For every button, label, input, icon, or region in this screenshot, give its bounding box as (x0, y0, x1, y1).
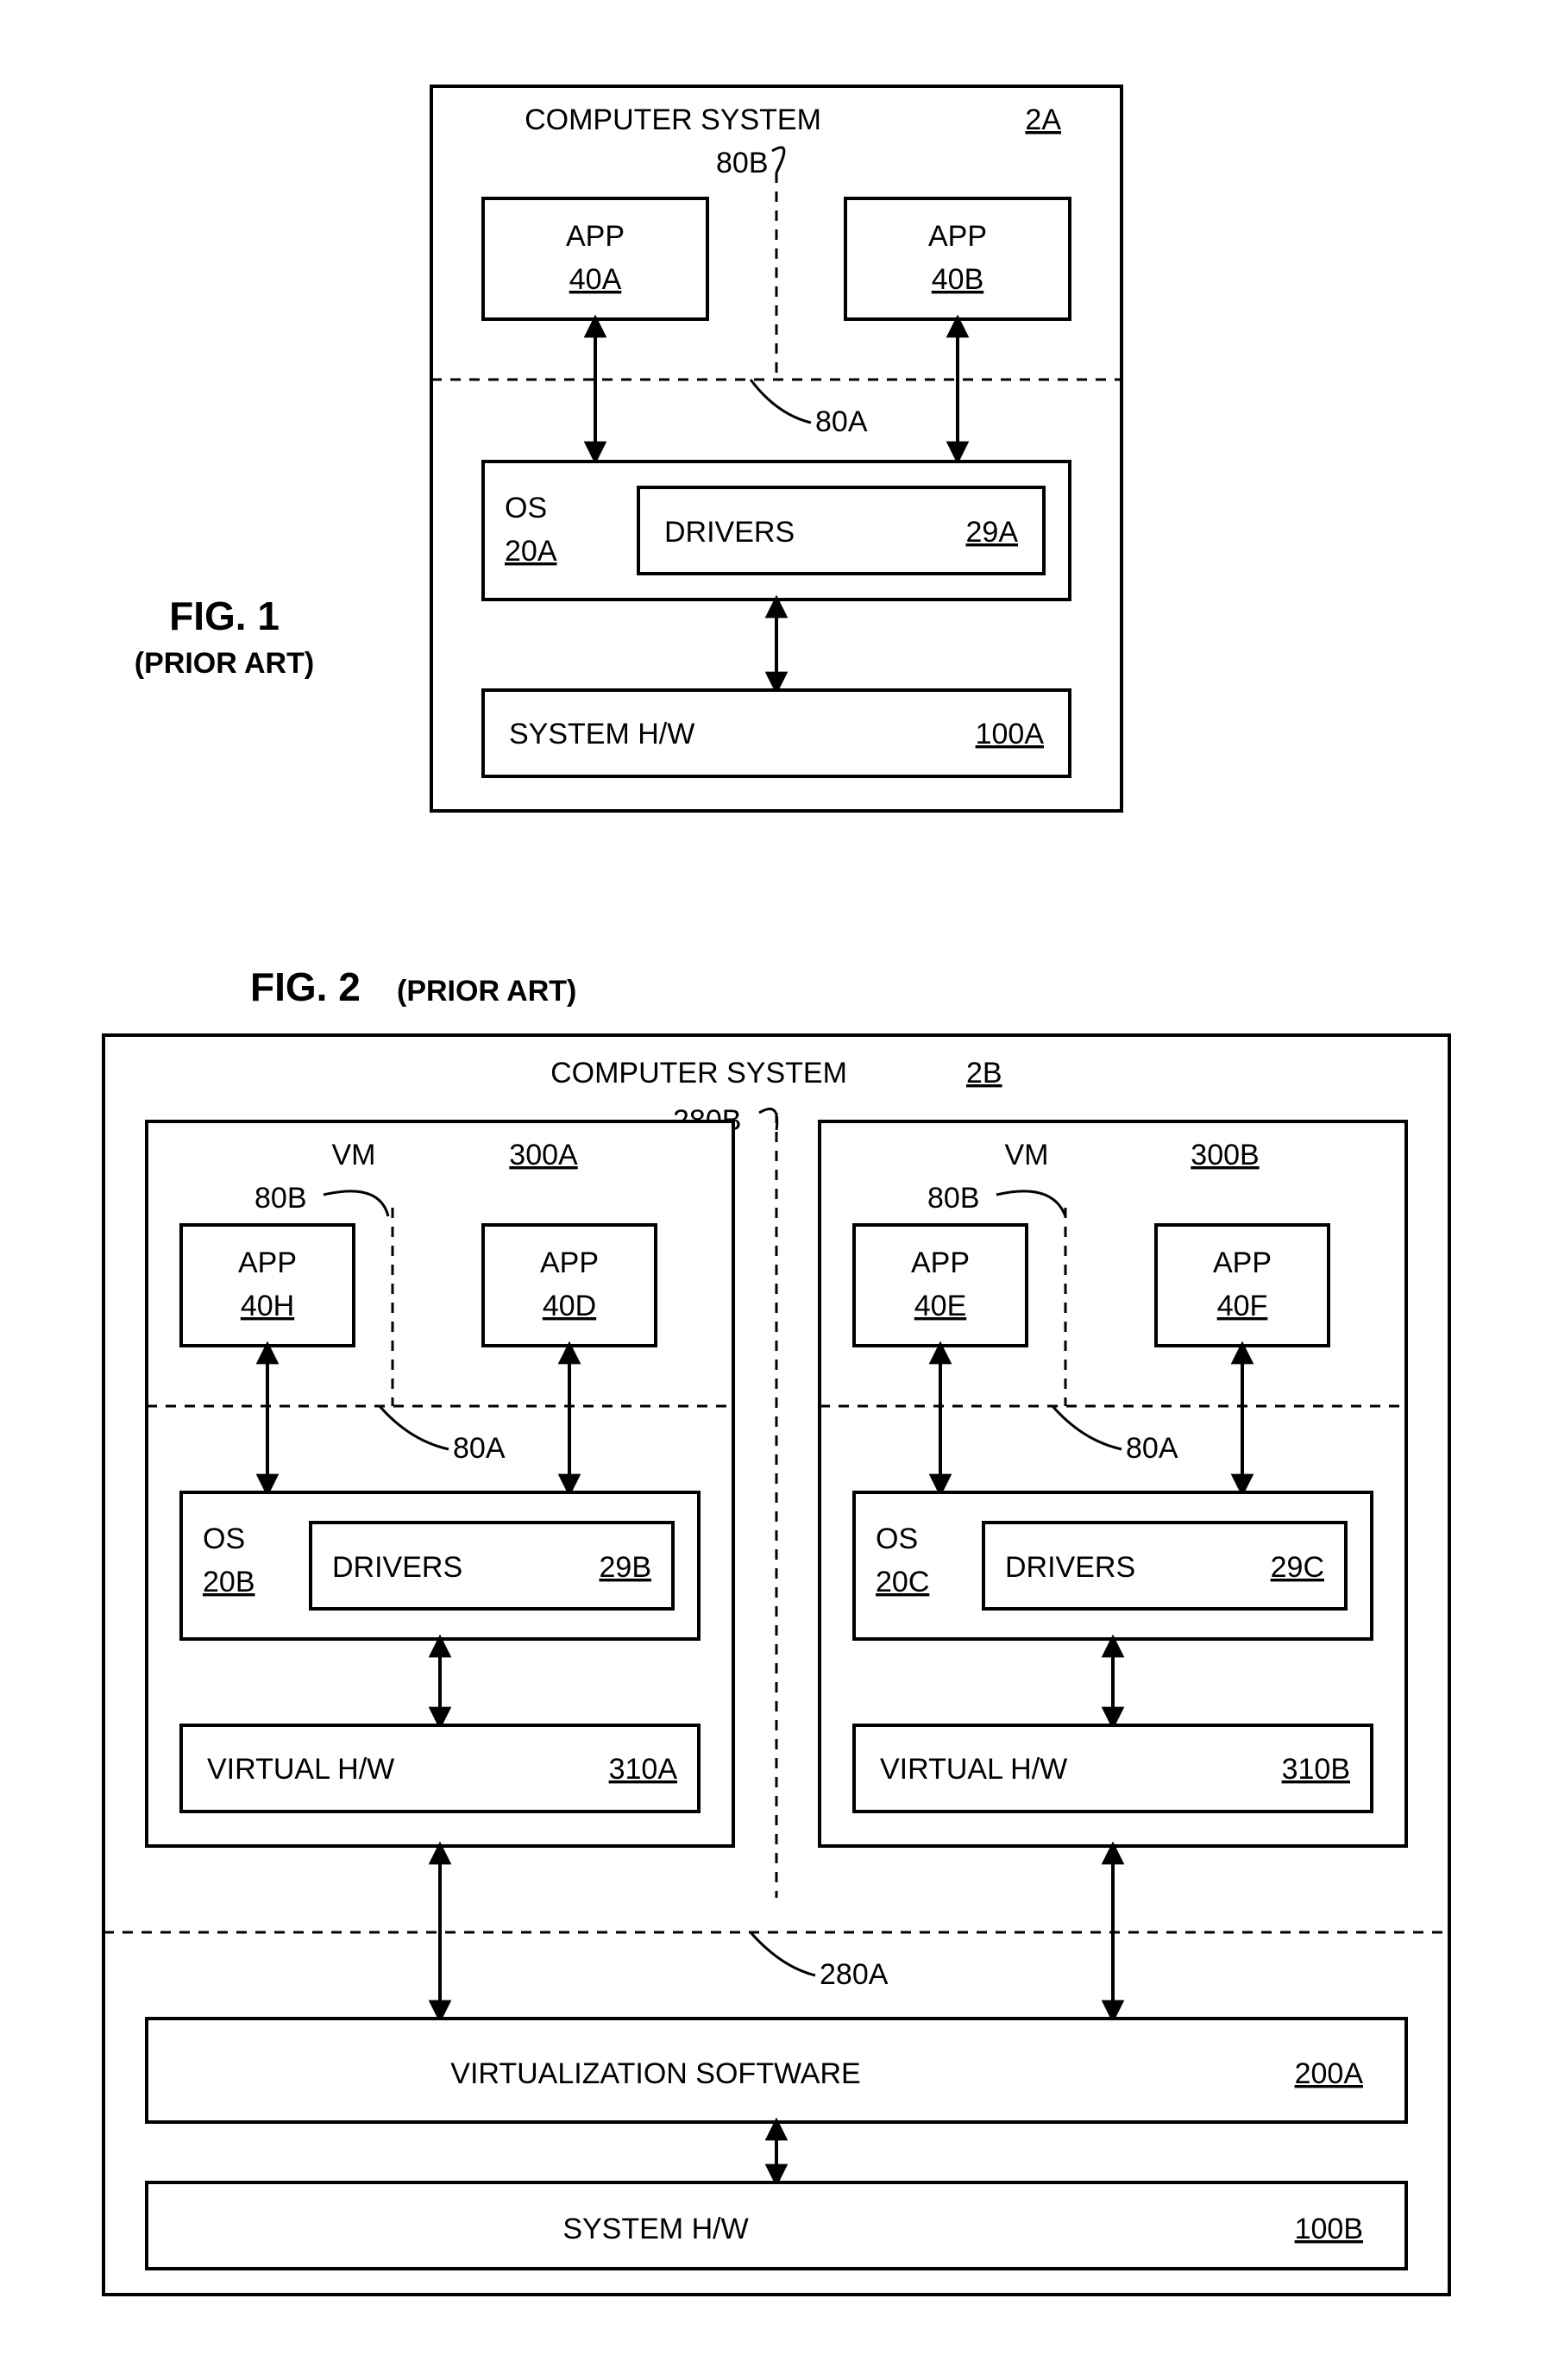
fig2-system-ref: 2B (966, 1057, 1002, 1090)
fig2-vma-os-ref: 20B (203, 1566, 255, 1598)
fig2-vma-app1-box (181, 1225, 354, 1346)
fig2-vma-app1-ref: 40H (241, 1290, 294, 1322)
fig2-syshw-box (147, 2182, 1406, 2269)
fig2-vmb-label: VM (1005, 1139, 1049, 1171)
fig1-app1-ref: 40A (569, 263, 622, 296)
fig2-virtsw-ref: 200A (1295, 2057, 1364, 2090)
fig1-app2-ref: 40B (932, 263, 984, 296)
fig1-drivers-label: DRIVERS (664, 516, 795, 549)
fig1-os-ref: 20A (505, 535, 557, 568)
fig2-syshw-ref: 100B (1295, 2213, 1363, 2245)
fig2-virtsw-label: VIRTUALIZATION SOFTWARE (450, 2057, 860, 2090)
fig2-vmb-vhw-ref: 310B (1282, 1753, 1350, 1786)
fig1-system-ref: 2A (1025, 104, 1061, 136)
fig2-vmb-app1-ref: 40E (914, 1290, 967, 1322)
fig1-system-label: COMPUTER SYSTEM (525, 104, 821, 136)
fig2-vma-app2-ref: 40D (543, 1290, 596, 1322)
fig2-vmb-vhw-label: VIRTUAL H/W (880, 1753, 1067, 1786)
fig2-vma-vhw-label: VIRTUAL H/W (207, 1753, 394, 1786)
fig2-vma-drivers-ref: 29B (600, 1551, 652, 1584)
fig2-title: FIG. 2 (250, 964, 361, 1009)
fig2-vma-app2-label: APP (540, 1247, 599, 1279)
figure-1: FIG. 1 (PRIOR ART) COMPUTER SYSTEM 2A AP… (135, 86, 1122, 811)
fig2-vmb-app2-box (1156, 1225, 1329, 1346)
fig2-vmb-app1-box (854, 1225, 1027, 1346)
fig1-app1-box (483, 198, 707, 319)
fig1-hw-ref: 100A (976, 718, 1045, 750)
fig2-vmb-app1-label: APP (911, 1247, 970, 1279)
fig2-vmb-80a-ref: 80A (1126, 1432, 1178, 1465)
fig1-os-label: OS (505, 492, 547, 524)
fig1-app2-label: APP (928, 220, 987, 253)
fig2-vma-80b-ref: 80B (254, 1182, 307, 1215)
fig1-title: FIG. 1 (169, 593, 280, 638)
fig1-prior-art: (PRIOR ART) (135, 647, 314, 680)
fig1-app2-box (845, 198, 1070, 319)
fig2-vmb-os-ref: 20C (876, 1566, 929, 1598)
fig2-vmb-ref: 300B (1191, 1139, 1259, 1171)
fig1-drivers-ref: 29A (966, 516, 1019, 549)
fig2-vmb-os-label: OS (876, 1523, 918, 1555)
fig1-boundary-80a-ref: 80A (815, 405, 868, 438)
fig2-vmb-app2-label: APP (1213, 1247, 1272, 1279)
fig2-vma-app1-label: APP (238, 1247, 297, 1279)
fig2-vma-os-label: OS (203, 1523, 245, 1555)
fig2-vma-app2-box (483, 1225, 656, 1346)
fig2-vmb-80b-ref: 80B (927, 1182, 980, 1215)
fig2-vma-ref: 300A (509, 1139, 578, 1171)
fig2-vmb-app2-ref: 40F (1217, 1290, 1268, 1322)
fig2-vma-drivers-label: DRIVERS (332, 1551, 462, 1584)
figure-2: FIG. 2 (PRIOR ART) COMPUTER SYSTEM 2B 28… (104, 964, 1449, 2295)
fig2-vmb-drivers-label: DRIVERS (1005, 1551, 1135, 1584)
fig2-syshw-label: SYSTEM H/W (562, 2213, 748, 2245)
fig1-boundary-80b-ref: 80B (716, 147, 769, 179)
fig2-vma-vhw-ref: 310A (609, 1753, 678, 1786)
fig1-app1-label: APP (566, 220, 625, 253)
fig2-vmb-drivers-ref: 29C (1271, 1551, 1324, 1584)
fig2-vm-b: VM 300B 80B APP 40E APP 40F 80A OS 20C D… (820, 1121, 1406, 1846)
fig1-hw-label: SYSTEM H/W (509, 718, 694, 750)
diagram-canvas: FIG. 1 (PRIOR ART) COMPUTER SYSTEM 2A AP… (0, 0, 1552, 2380)
fig2-boundary-280a-ref: 280A (820, 1958, 889, 1991)
fig2-vma-80a-ref: 80A (453, 1432, 506, 1465)
fig2-prior-art: (PRIOR ART) (397, 975, 576, 1008)
fig2-vma-label: VM (332, 1139, 376, 1171)
fig2-system-label: COMPUTER SYSTEM (550, 1057, 847, 1090)
fig2-vm-a: VM 300A 80B APP 40H APP 40D 80A OS (147, 1121, 733, 1846)
